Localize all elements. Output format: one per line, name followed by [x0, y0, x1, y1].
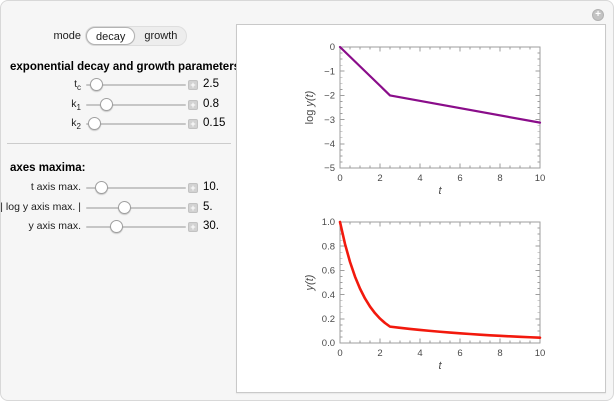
slider-log-y-axis-max-label: | log y axis max. | — [0, 201, 81, 213]
slider-tc-track[interactable] — [86, 77, 186, 93]
axes-heading: axes maxima: — [10, 162, 86, 174]
slider-k1-plus-button[interactable]: + — [188, 100, 198, 110]
slider-tc: tc + 2.5 — [1, 77, 236, 93]
slider-t-axis-max-thumb[interactable] — [94, 181, 108, 194]
output-panel: 0 2 4 6 8 10 0 −1 −2 −3 −4 −5 t log y(t) 0 2 4 6 8 10 0.0 0.2… — [236, 24, 606, 393]
y-tick-label: 0.4 — [322, 290, 335, 301]
slider-log-y-axis-max: | log y axis max. | + 5. — [1, 200, 236, 216]
slider-tc-plus-button[interactable]: + — [188, 80, 198, 90]
y-tick-label: −5 — [324, 163, 335, 174]
slider-y-axis-max-plus-button[interactable]: + — [188, 222, 198, 232]
plots-canvas: 0 2 4 6 8 10 0 −1 −2 −3 −4 −5 t log y(t) 0 2 4 6 8 10 0.0 0.2… — [304, 42, 546, 372]
slider-tc-value: 2.5 — [203, 78, 219, 90]
y-tick-label: 0.0 — [322, 338, 335, 349]
slider-y-axis-max-track[interactable] — [86, 219, 186, 235]
y-tick-label: −4 — [324, 139, 335, 150]
x-tick-label: 0 — [337, 348, 342, 359]
slider-k2-thumb[interactable] — [87, 117, 101, 130]
slider-k1-label: k1 — [71, 98, 81, 113]
slider-log-y-axis-max-plus-button[interactable]: + — [188, 203, 198, 213]
section-divider — [7, 143, 231, 144]
mode-option-growth[interactable]: growth — [135, 27, 186, 45]
slider-k2: k2 + 0.15 — [1, 116, 236, 132]
mode-row: mode decay growth — [1, 26, 236, 46]
slider-log-y-axis-max-thumb[interactable] — [117, 201, 131, 214]
slider-t-axis-max-track[interactable] — [86, 180, 186, 196]
slider-k1-track[interactable] — [86, 97, 186, 113]
mode-toggle: decay growth — [85, 26, 188, 46]
plot-frame — [339, 221, 541, 344]
y-tick-label: 0.8 — [322, 241, 335, 252]
x-tick-label: 4 — [417, 348, 422, 359]
x-tick-label: 6 — [457, 173, 462, 184]
y-tick-label: 0 — [330, 42, 335, 53]
slider-k1-thumb[interactable] — [99, 98, 113, 111]
slider-y-axis-max-thumb[interactable] — [109, 220, 123, 233]
mode-label: mode — [53, 30, 81, 42]
x-tick-label: 4 — [417, 173, 422, 184]
y-tick-label: −1 — [324, 66, 335, 77]
control-panel: mode decay growth exponential decay and … — [1, 1, 244, 400]
slider-tc-thumb[interactable] — [89, 78, 103, 91]
y-tick-label: 1.0 — [322, 217, 335, 228]
slider-k2-label: k2 — [71, 117, 81, 132]
y-tick-label: 0.2 — [322, 314, 335, 325]
slider-t-axis-max: t axis max. + 10. — [1, 180, 236, 196]
slider-k2-plus-button[interactable]: + — [188, 119, 198, 129]
x-tick-label: 2 — [377, 173, 382, 184]
manipulate-plus-button[interactable]: + — [592, 9, 604, 21]
x-axis-label: t — [438, 360, 442, 372]
x-tick-label: 10 — [535, 348, 546, 359]
series-line — [338, 45, 542, 124]
x-tick-label: 0 — [337, 173, 342, 184]
y-axis-label: log y(t) — [304, 90, 316, 124]
slider-t-axis-max-value: 10. — [203, 181, 219, 193]
slider-y-axis-max-value: 30. — [203, 220, 219, 232]
slider-t-axis-max-label: t axis max. — [30, 181, 81, 193]
y-tick-label: −3 — [324, 115, 335, 126]
slider-log-y-axis-max-track[interactable] — [86, 200, 186, 216]
x-tick-label: 8 — [497, 173, 502, 184]
x-tick-label: 2 — [377, 348, 382, 359]
x-tick-label: 10 — [535, 173, 546, 184]
params-heading: exponential decay and growth parameters: — [10, 61, 244, 73]
slider-y-axis-max: y axis max. + 30. — [1, 219, 236, 235]
slider-k1-value: 0.8 — [203, 98, 219, 110]
slider-k2-track[interactable] — [86, 116, 186, 132]
y-tick-label: 0.6 — [322, 266, 335, 277]
slider-k1: k1 + 0.8 — [1, 97, 236, 113]
y-tick-label: −2 — [324, 91, 335, 102]
y-axis-label: y(t) — [304, 274, 316, 291]
slider-log-y-axis-max-value: 5. — [203, 201, 213, 213]
slider-tc-label: tc — [74, 78, 81, 93]
x-axis-label: t — [438, 185, 442, 197]
mode-option-decay[interactable]: decay — [86, 27, 136, 45]
slider-y-axis-max-label: y axis max. — [28, 220, 81, 232]
x-tick-label: 8 — [497, 348, 502, 359]
slider-k2-value: 0.15 — [203, 117, 226, 129]
series-line — [338, 220, 542, 339]
plot-frame — [339, 46, 541, 169]
slider-t-axis-max-plus-button[interactable]: + — [188, 183, 198, 193]
x-tick-label: 6 — [457, 348, 462, 359]
